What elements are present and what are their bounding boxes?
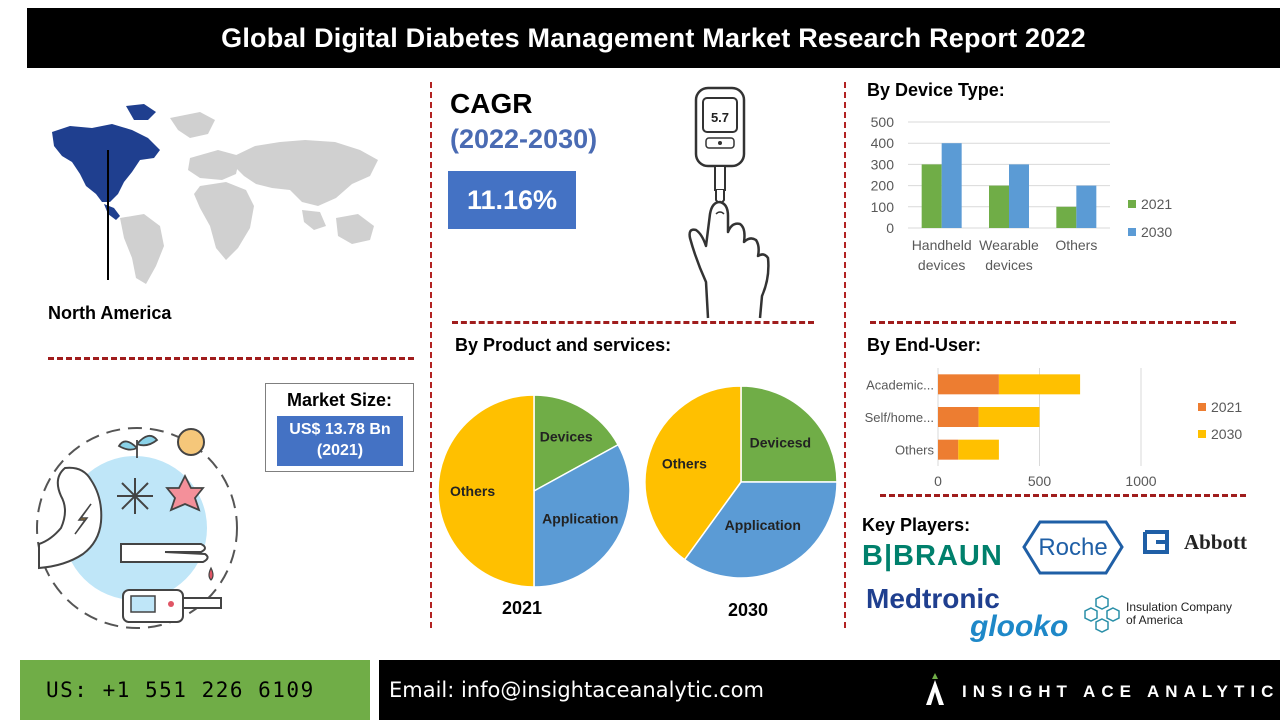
x-tick-label: Others [1055,237,1097,253]
market-size-value: US$ 13.78 Bn (2021) [277,416,403,466]
pie-slice-others [437,394,535,588]
world-map [52,104,378,284]
insight-ace-logo-icon [926,673,944,705]
vertical-divider-right [844,82,846,628]
x-tick-label: devices [918,257,965,273]
pie-slice-devicesd [740,385,838,483]
market-size-box: Market Size: US$ 13.78 Bn (2021) [265,383,414,472]
divider-right-top [870,321,1236,324]
pie-label: Application [542,510,618,526]
device-type-title: By Device Type: [867,80,1005,100]
y-tick-label: 100 [871,199,895,215]
market-size-title: Market Size: [286,390,393,410]
footer-bar [379,660,1280,720]
x-tick-label: 500 [1028,473,1052,489]
legend-swatch [1128,228,1136,236]
products-title: By Product and services: [455,335,672,355]
y-tick-label: 500 [871,114,895,130]
device-type-chart: 0 100 200 300 400 500 Handheld devices Wearable d… [871,114,1173,273]
divider-middle [452,321,814,324]
pie-year-2021: 2021 [502,598,543,618]
pie-label: Devices [540,428,593,444]
vertical-divider-left [430,82,432,628]
bar-2030 [998,374,1081,395]
legend-label: 2030 [1141,224,1172,240]
abbott-icon [1143,530,1169,554]
x-tick-label: 0 [934,473,942,489]
pie-label: Application [725,517,801,533]
pie-slice-devices [533,394,620,493]
insulation-company-logo: Insulation Company of America [1126,600,1233,627]
health-illustration-icon [36,427,238,629]
bar-2030 [941,143,962,228]
roche-logo: Roche [1022,520,1124,575]
market-size-year: (2021) [316,442,364,459]
cagr-title: CAGR [450,88,533,119]
legend-label: 2030 [1211,426,1242,442]
pie-year-2030: 2030 [728,600,769,620]
y-tick-label: Others [895,443,935,458]
bar-2021 [1056,206,1077,228]
x-tick-label: Wearable [979,237,1039,253]
y-tick-label: 0 [886,220,894,236]
y-tick-label: Self/home... [865,410,934,425]
legend-swatch [1128,200,1136,208]
end-user-title: By End-User: [867,335,982,355]
x-tick-label: 1000 [1125,473,1156,489]
bar-2030 [1009,164,1029,228]
pie-slice-others [644,385,742,561]
glooko-logo: glooko [970,610,1069,643]
glucometer-reading: 5.7 [711,110,729,125]
bar-2030 [1076,185,1097,228]
pie-chart-2021: Devices Application Others [437,394,631,588]
bar-2021 [938,407,979,427]
email-contact[interactable]: Email: info@insightaceanalytic.com [389,678,764,702]
glucometer-icon: 5.7 [688,86,770,319]
cagr-value: 11.16% [448,171,576,229]
x-tick-label: devices [985,257,1032,273]
legend-label: 2021 [1141,196,1172,212]
pie-label: Others [450,483,495,499]
bar-2030 [958,439,999,460]
pie-slice-application [683,481,838,579]
legend-label: 2021 [1211,399,1242,415]
bar-2030 [978,407,1040,427]
report-title: Global Digital Diabetes Management Marke… [27,8,1280,68]
brand-name: INSIGHT ACE ANALYTIC [962,682,1280,701]
y-tick-label: 400 [871,135,895,151]
bar-2021 [938,439,959,460]
x-tick-label: Handheld [912,237,972,253]
divider-right-bottom [880,494,1246,497]
divider-left [48,357,414,360]
region-label: North America [48,303,172,323]
y-tick-label: 200 [871,178,895,194]
cagr-years: (2022-2030) [450,124,598,154]
legend-swatch [1198,430,1206,438]
pie-label: Devicesd [750,435,811,451]
end-user-chart: 0 500 1000 Academic... Self/home... Others 202… [865,368,1242,489]
y-tick-label: 300 [871,156,895,172]
bar-2021 [938,374,999,395]
pie-chart-2030: Devicesd Application Others [644,385,838,579]
phone-contact[interactable]: US: +1 551 226 6109 [20,660,370,720]
key-players-title: Key Players: [862,515,971,535]
medtronic-logo: Medtronic [866,583,1000,614]
abbott-logo: Abbott [1184,530,1248,554]
y-tick-label: Academic... [866,377,934,392]
pie-label: Others [662,456,707,472]
pie-slice-application [533,443,631,588]
bbraun-logo: B|BRAUN [862,540,1003,572]
svg-text:Roche: Roche [1038,534,1107,561]
legend-swatch [1198,403,1206,411]
map-pointer-line [107,150,109,280]
bar-2021 [989,185,1009,228]
insulation-company-icon [1084,595,1120,633]
market-size-amount: US$ 13.78 Bn [289,421,391,438]
bar-2021 [921,164,942,228]
